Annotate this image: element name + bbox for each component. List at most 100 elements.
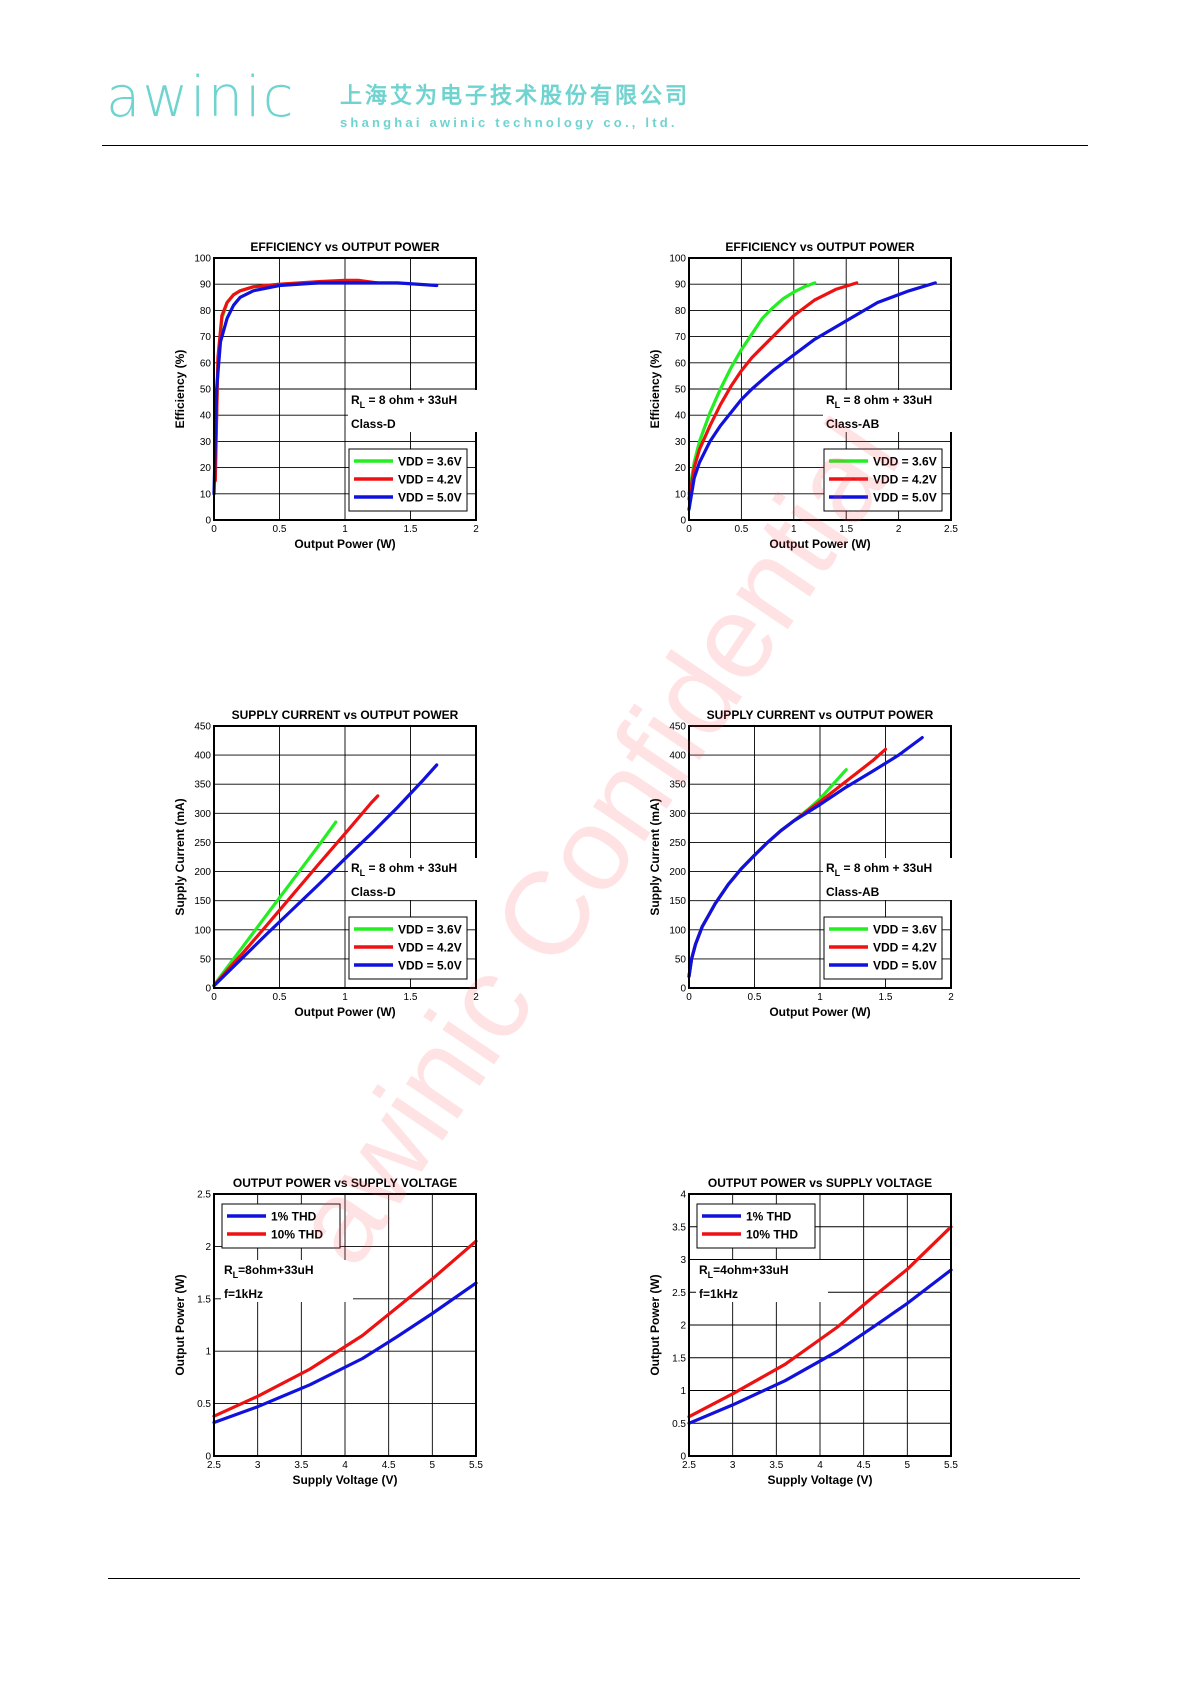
- load-annotation: RL = 8 ohm + 33uH: [351, 393, 457, 410]
- legend-label: VDD = 4.2V: [873, 473, 937, 487]
- y-tick-label: 450: [194, 722, 211, 733]
- page-header: awinic 上海艾为电子技术股份有限公司 shanghai awinic te…: [0, 0, 1192, 150]
- y-tick-label: 0: [680, 516, 686, 527]
- legend: VDD = 3.6V VDD = 4.2V VDD = 5.0V: [348, 916, 468, 980]
- company-name-cn: 上海艾为电子技术股份有限公司: [340, 83, 691, 108]
- x-axis-label: Supply Voltage (V): [292, 1473, 397, 1487]
- legend-label: 10% THD: [746, 1228, 798, 1242]
- y-tick-label: 40: [675, 411, 687, 422]
- legend-label: VDD = 4.2V: [398, 473, 462, 487]
- y-tick-label: 2.5: [672, 1288, 686, 1299]
- x-tick-label: 1.5: [404, 992, 418, 1003]
- x-tick-label: 0.5: [273, 992, 287, 1003]
- series-line-vdd-4.2v: [212, 794, 380, 988]
- y-tick-label: 60: [200, 358, 212, 369]
- y-tick-label: 3: [680, 1255, 686, 1266]
- legend: VDD = 3.6V VDD = 4.2V VDD = 5.0V: [823, 916, 943, 980]
- y-tick-label: 30: [200, 437, 212, 448]
- legend-label: 1% THD: [271, 1210, 317, 1224]
- y-tick-label: 50: [200, 385, 212, 396]
- y-tick-label: 200: [194, 867, 211, 878]
- y-tick-label: 450: [669, 722, 686, 733]
- x-tick-label: 4.5: [857, 1460, 871, 1471]
- x-tick-label: 5.5: [944, 1460, 958, 1471]
- y-axis-label: Supply Current (mA): [173, 798, 187, 915]
- x-tick-label: 3.5: [294, 1460, 308, 1471]
- y-tick-label: 10: [675, 489, 687, 500]
- y-tick-label: 90: [200, 280, 212, 291]
- y-tick-label: 100: [194, 925, 211, 936]
- x-tick-label: 0.5: [273, 524, 287, 535]
- x-tick-label: 2.5: [944, 524, 958, 535]
- x-axis-label: Output Power (W): [294, 1005, 395, 1019]
- x-tick-label: 0: [211, 524, 217, 535]
- y-tick-label: 90: [675, 280, 687, 291]
- x-axis-label: Output Power (W): [294, 537, 395, 551]
- chart-svg: OUTPUT POWER vs SUPPLY VOLTAGE 2.5 3 3.5 4 4.…: [648, 1176, 958, 1487]
- y-tick-label: 250: [669, 838, 686, 849]
- x-axis-label: Supply Voltage (V): [767, 1473, 872, 1487]
- legend-label: VDD = 3.6V: [398, 455, 462, 469]
- x-tick-label: 0: [686, 992, 692, 1003]
- y-axis-label: Output Power (W): [173, 1274, 187, 1375]
- chart-title: OUTPUT POWER vs SUPPLY VOLTAGE: [233, 1176, 457, 1190]
- y-tick-label: 70: [200, 332, 212, 343]
- x-tick-label: 1: [791, 524, 797, 535]
- y-tick-label: 0: [205, 1452, 211, 1463]
- load-annotation: RL = 8 ohm + 33uH: [826, 861, 932, 878]
- y-tick-label: 1: [205, 1347, 211, 1358]
- series-line-vdd-3.6v: [687, 281, 817, 496]
- series-line-vdd-4.2v: [213, 278, 380, 483]
- mode-annotation: Class-D: [351, 417, 396, 431]
- series-line-10%-thd: [687, 1225, 953, 1419]
- chart-annotation: RL=4ohm+33uH f=1kHz: [696, 1260, 828, 1302]
- chart-svg: EFFICIENCY vs OUTPUT POWER 0 0.5 1 1.5 2 2.5 0 1…: [648, 240, 958, 551]
- series-line-1%-thd: [687, 1268, 953, 1425]
- x-tick-label: 2: [473, 992, 479, 1003]
- legend: 1% THD 10% THD: [696, 1203, 816, 1249]
- load-annotation: RL=4ohm+33uH: [699, 1263, 789, 1280]
- chart-annotation: RL=8ohm+33uH f=1kHz: [221, 1260, 353, 1302]
- legend: VDD = 3.6V VDD = 4.2V VDD = 5.0V: [348, 448, 468, 512]
- x-tick-label: 3.5: [769, 1460, 783, 1471]
- y-tick-label: 300: [194, 809, 211, 820]
- chart-current-class-d: SUPPLY CURRENT vs OUTPUT POWER 0 0.5 1 1.5 2 0…: [172, 700, 512, 1030]
- y-tick-label: 350: [669, 780, 686, 791]
- legend-label: 10% THD: [271, 1228, 323, 1242]
- y-tick-label: 3.5: [672, 1222, 686, 1233]
- y-tick-label: 60: [675, 358, 687, 369]
- x-tick-label: 5: [430, 1460, 436, 1471]
- y-tick-label: 30: [675, 437, 687, 448]
- plot-frame: [213, 1193, 477, 1457]
- y-tick-label: 0: [680, 1452, 686, 1463]
- legend-label: VDD = 4.2V: [873, 941, 937, 955]
- chart-annotation: RL = 8 ohm + 33uH Class-AB: [823, 390, 955, 432]
- plot-frame: [688, 725, 952, 989]
- y-tick-label: 80: [200, 306, 212, 317]
- x-tick-label: 0.5: [748, 992, 762, 1003]
- chart-title: SUPPLY CURRENT vs OUTPUT POWER: [707, 708, 934, 722]
- x-tick-label: 0.5: [734, 524, 748, 535]
- y-tick-label: 250: [194, 838, 211, 849]
- series-line-vdd-3.6v: [212, 820, 338, 987]
- y-axis-label: Output Power (W): [648, 1274, 662, 1375]
- x-tick-label: 4.5: [382, 1460, 396, 1471]
- chart-title: EFFICIENCY vs OUTPUT POWER: [250, 240, 439, 254]
- x-tick-label: 4: [817, 1460, 823, 1471]
- legend-label: VDD = 4.2V: [398, 941, 462, 955]
- x-tick-label: 1.5: [879, 992, 893, 1003]
- y-tick-label: 20: [675, 463, 687, 474]
- awinic-logo: awinic: [106, 65, 296, 130]
- chart-efficiency-class-ab: EFFICIENCY vs OUTPUT POWER 0 0.5 1 1.5 2 2.5 0 1…: [647, 232, 987, 562]
- x-tick-label: 1: [817, 992, 823, 1003]
- chart-annotation: RL = 8 ohm + 33uH Class-D: [348, 858, 480, 900]
- y-tick-label: 80: [675, 306, 687, 317]
- load-annotation: RL=8ohm+33uH: [224, 1263, 314, 1280]
- y-tick-label: 40: [200, 411, 212, 422]
- y-tick-label: 300: [669, 809, 686, 820]
- y-tick-label: 400: [194, 751, 211, 762]
- series-line-vdd-5.0v: [687, 735, 924, 978]
- legend: 1% THD 10% THD: [221, 1203, 341, 1249]
- header-divider: [102, 145, 1088, 146]
